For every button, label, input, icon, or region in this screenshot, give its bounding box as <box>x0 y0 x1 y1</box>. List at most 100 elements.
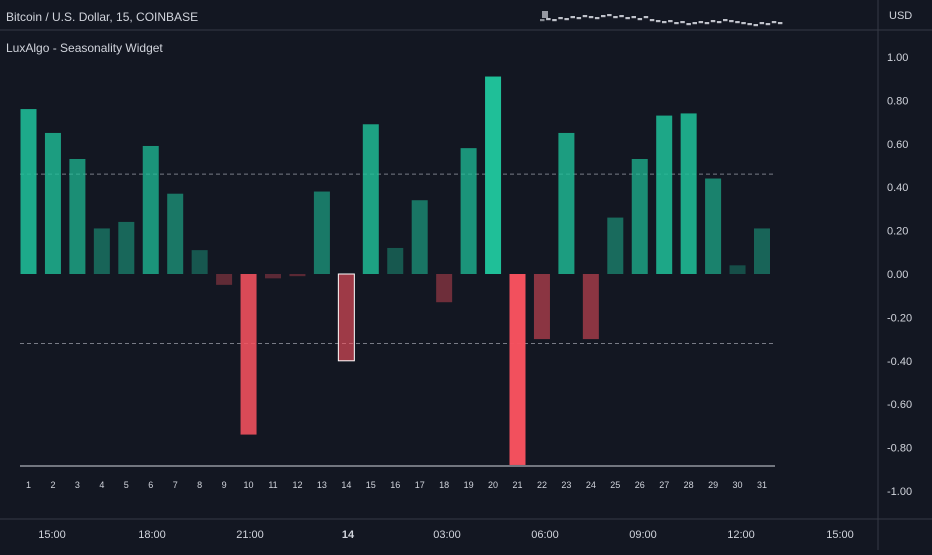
x-tick-label: 19 <box>464 480 474 490</box>
minimap-candle <box>576 17 582 20</box>
time-axis-label: 15:00 <box>826 529 854 541</box>
bar-day-22[interactable] <box>533 274 550 340</box>
bar-day-11[interactable] <box>265 274 281 279</box>
bar-day-31[interactable] <box>754 228 770 274</box>
minimap-candle <box>643 16 649 19</box>
x-tick-label: 21 <box>512 480 522 490</box>
y-tick-label: 0.20 <box>887 226 908 238</box>
minimap-candle <box>777 22 783 25</box>
minimap-candle <box>753 24 758 27</box>
x-tick-label: 4 <box>99 480 104 490</box>
x-tick-label: 17 <box>415 480 425 490</box>
minimap-candle <box>771 21 777 24</box>
x-tick-label: 11 <box>268 480 277 490</box>
x-tick-label: 24 <box>586 480 596 490</box>
x-tick-label: 28 <box>684 480 694 490</box>
y-tick-label: 1.00 <box>887 52 908 64</box>
time-axis-label: 03:00 <box>433 529 461 541</box>
bar-day-13[interactable] <box>313 191 330 274</box>
x-tick-label: 22 <box>537 480 547 490</box>
bar-day-29[interactable] <box>705 178 722 274</box>
bar-day-17[interactable] <box>411 200 428 274</box>
bar-day-6[interactable] <box>142 145 159 274</box>
bar-day-18[interactable] <box>436 274 453 303</box>
minimap-candle <box>649 19 655 22</box>
minimap-candle <box>546 18 551 21</box>
minimap-candle <box>662 21 667 24</box>
y-tick-label: 0.00 <box>887 269 908 281</box>
bar-day-19[interactable] <box>460 148 477 274</box>
bar-day-15[interactable] <box>362 124 379 275</box>
price-scale-currency[interactable]: USD <box>889 10 913 22</box>
bar-day-30[interactable] <box>729 265 746 274</box>
bar-day-26[interactable] <box>631 158 648 274</box>
minimap-candle <box>637 18 643 21</box>
x-tick-label: 13 <box>317 480 327 490</box>
bar-day-27[interactable] <box>656 115 673 274</box>
minimap-candle <box>540 19 545 22</box>
bar-day-9[interactable] <box>216 274 233 285</box>
bar-day-21[interactable] <box>509 274 526 465</box>
y-tick-label: -0.40 <box>887 356 912 368</box>
minimap-candle <box>601 15 606 18</box>
minimap-candle <box>698 21 704 24</box>
minimap-candle <box>655 20 661 23</box>
symbol-title[interactable]: Bitcoin / U.S. Dollar, 15, COINBASE <box>6 10 199 24</box>
bar-day-1[interactable] <box>20 109 37 274</box>
bar-day-28[interactable] <box>680 113 697 274</box>
x-tick-label: 29 <box>708 480 718 490</box>
bar-day-24[interactable] <box>582 274 599 340</box>
x-tick-label: 6 <box>148 480 153 490</box>
x-tick-label: 2 <box>50 480 55 490</box>
x-tick-label: 31 <box>757 480 767 490</box>
time-axis-label: 18:00 <box>138 529 166 541</box>
bar-day-12[interactable] <box>289 274 306 277</box>
x-tick-label: 5 <box>124 480 129 490</box>
x-tick-label: 15 <box>366 480 376 490</box>
minimap-candle <box>723 19 728 22</box>
bar-day-16[interactable] <box>387 247 404 274</box>
bar-series <box>20 76 770 465</box>
y-tick-label: -1.00 <box>887 486 912 498</box>
x-tick-label: 10 <box>244 480 254 490</box>
time-axis-label: 21:00 <box>236 529 264 541</box>
x-tick-label: 9 <box>222 480 227 490</box>
minimap-candle <box>564 18 569 21</box>
bar-day-14[interactable] <box>337 273 355 362</box>
minimap-candle <box>619 15 624 18</box>
price-minimap <box>540 11 783 27</box>
time-axis-label: 09:00 <box>629 529 657 541</box>
x-tick-label: 20 <box>488 480 498 490</box>
bar-day-4[interactable] <box>93 228 110 274</box>
time-axis-label: 06:00 <box>531 529 559 541</box>
minimap-candle <box>765 23 771 26</box>
bar-day-7[interactable] <box>167 193 184 274</box>
y-tick-label: 0.60 <box>887 139 908 151</box>
x-tick-label: 27 <box>659 480 669 490</box>
minimap-candle <box>729 20 734 23</box>
time-axis-label: 15:00 <box>38 529 66 541</box>
minimap-candle <box>704 22 710 25</box>
bar-day-5[interactable] <box>118 221 135 274</box>
bar-day-23[interactable] <box>558 132 575 274</box>
bar-day-3[interactable] <box>69 158 86 274</box>
minimap-candle <box>674 22 679 25</box>
minimap-candle <box>588 16 594 19</box>
bar-day-8[interactable] <box>191 250 208 274</box>
x-tick-label: 16 <box>390 480 400 490</box>
y-tick-label: -0.60 <box>887 399 912 411</box>
x-tick-label: 3 <box>75 480 80 490</box>
x-tick-label: 26 <box>635 480 645 490</box>
bar-day-20[interactable] <box>485 76 502 274</box>
minimap-candle <box>680 21 685 24</box>
minimap-candle <box>668 20 673 23</box>
bar-day-10[interactable] <box>240 274 257 435</box>
minimap-candle <box>747 23 752 26</box>
y-tick-label: -0.80 <box>887 443 912 455</box>
bar-day-25[interactable] <box>607 217 624 274</box>
minimap-candle <box>570 16 575 19</box>
minimap-candle <box>607 14 612 17</box>
bar-day-2[interactable] <box>44 132 61 274</box>
indicator-title[interactable]: LuxAlgo - Seasonality Widget <box>6 41 163 55</box>
